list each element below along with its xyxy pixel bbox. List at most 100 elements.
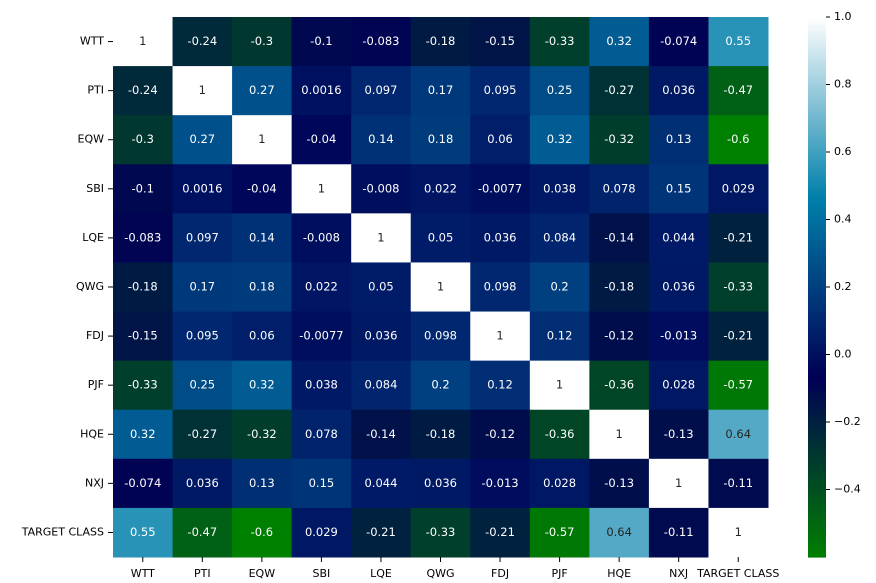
heatmap-cell <box>410 360 471 411</box>
colorbar-segment <box>808 192 826 197</box>
colorbar-segment <box>808 216 826 221</box>
colorbar-tick-label: 0.2 <box>834 280 852 293</box>
colorbar-segment <box>808 33 826 38</box>
colorbar-segment <box>808 290 826 295</box>
colorbar-segment <box>808 77 826 82</box>
colorbar-segment <box>808 422 826 426</box>
x-tick-label: PTI <box>194 567 211 580</box>
colorbar-segment <box>808 506 826 511</box>
cell-label: 0.14 <box>368 132 394 146</box>
heatmap-cell <box>410 17 471 67</box>
heatmap-cell <box>648 360 709 411</box>
heatmap-cell <box>113 164 174 214</box>
colorbar-segment <box>808 108 826 113</box>
heatmap-cell <box>291 458 352 509</box>
colorbar-segment <box>808 334 826 339</box>
colorbar-segment <box>808 415 826 420</box>
colorbar-segment <box>808 550 826 555</box>
y-tick-label: PTI <box>87 84 104 97</box>
heatmap-cell <box>410 458 471 509</box>
cell-label: -0.083 <box>362 34 399 48</box>
colorbar-segment <box>808 354 826 359</box>
heatmap-cell <box>470 360 531 411</box>
heatmap-cell <box>351 360 412 411</box>
colorbar-segment <box>808 226 826 231</box>
cell-label: 0.55 <box>725 34 751 48</box>
colorbar-segment <box>808 263 826 268</box>
heatmap-cell <box>291 213 352 263</box>
cell-label: 0.18 <box>249 280 275 294</box>
colorbar-segment <box>808 57 826 62</box>
colorbar-segment <box>808 513 826 518</box>
colorbar-segment <box>808 141 826 146</box>
cell-label: -0.074 <box>660 34 697 48</box>
colorbar-segment <box>808 479 826 484</box>
heatmap-cell <box>648 507 709 558</box>
cell-label: 0.036 <box>424 476 457 490</box>
cell-label: 0.64 <box>725 427 751 441</box>
colorbar-segment <box>808 314 826 318</box>
cell-label: 0.18 <box>428 132 454 146</box>
heatmap-cell <box>470 164 531 214</box>
heatmap-cell <box>291 164 352 214</box>
cell-label: -0.0077 <box>478 181 522 195</box>
heatmap-cell <box>232 66 293 116</box>
colorbar-segment <box>808 239 826 244</box>
heatmap-cell <box>351 115 412 165</box>
colorbar-segment <box>808 388 826 393</box>
heatmap-cell <box>351 213 412 263</box>
colorbar-segment <box>808 449 826 453</box>
colorbar-segment <box>808 324 826 329</box>
cell-label: 0.13 <box>249 476 275 490</box>
colorbar-segment <box>808 175 826 180</box>
colorbar-segment <box>808 330 826 335</box>
heatmap-cell <box>708 311 769 362</box>
heatmap-cell <box>232 507 293 558</box>
colorbar-tick-label: 1.0 <box>834 10 852 23</box>
heatmap-cell <box>410 213 471 263</box>
heatmap-cell <box>529 115 590 165</box>
cell-label: -0.1 <box>310 34 332 48</box>
cell-label: 0.084 <box>543 230 576 244</box>
cell-label: -0.47 <box>723 83 753 97</box>
colorbar-tick-label: 0.4 <box>834 213 852 226</box>
x-tick-label: HQE <box>607 567 631 580</box>
colorbar-segment <box>808 395 826 399</box>
colorbar-segment <box>808 482 826 487</box>
heatmap-cell <box>351 17 412 67</box>
heatmap-cell <box>172 164 233 214</box>
x-tick-label: FDJ <box>491 567 509 580</box>
cell-label: 0.64 <box>606 525 632 539</box>
cell-label: 0.17 <box>428 83 454 97</box>
heatmap-cell <box>172 17 233 67</box>
heatmap-cell <box>351 164 412 214</box>
cell-label: 0.05 <box>428 230 454 244</box>
cell-label: 0.27 <box>190 132 216 146</box>
heatmap-cell <box>232 213 293 263</box>
cell-label: 0.15 <box>666 181 692 195</box>
cell-label: -0.008 <box>362 181 399 195</box>
colorbar-segment <box>808 452 826 457</box>
colorbar-segment <box>808 381 826 386</box>
cell-label: 1 <box>318 181 325 195</box>
heatmap-cell <box>589 66 650 116</box>
colorbar-segment <box>808 168 826 173</box>
cell-label: -0.04 <box>247 181 277 195</box>
cell-label: -0.57 <box>723 378 753 392</box>
heatmap-cell <box>172 458 233 509</box>
colorbar-segment <box>808 489 826 494</box>
cell-label: 1 <box>615 427 622 441</box>
y-tick-label: NXJ <box>85 476 104 489</box>
colorbar-segment <box>808 536 826 541</box>
heatmap-cell <box>351 311 412 362</box>
colorbar-segment <box>808 307 826 312</box>
x-tick-label: PJF <box>551 567 567 580</box>
heatmap-cell <box>113 17 174 67</box>
heatmap-cell <box>113 458 174 509</box>
colorbar-segment <box>808 540 826 545</box>
cell-label: 0.12 <box>487 378 513 392</box>
colorbar-segment <box>808 546 826 551</box>
heatmap-cell <box>648 115 709 165</box>
cell-label: -0.0077 <box>299 329 343 343</box>
cell-label: -0.083 <box>124 230 161 244</box>
